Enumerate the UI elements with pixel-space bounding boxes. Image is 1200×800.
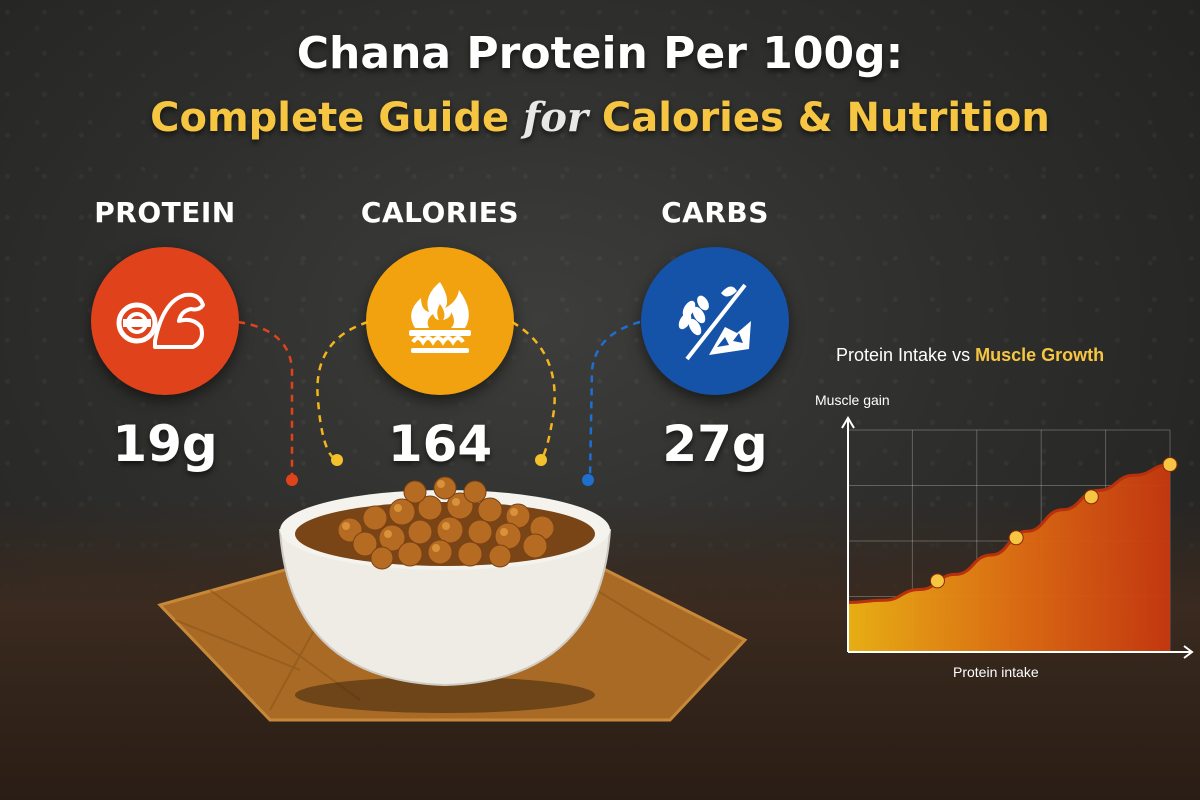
chart-title: Protein Intake vs Muscle Growth [836,345,1104,366]
data-point [1083,489,1099,505]
chart-points [929,456,1178,589]
data-point [929,573,945,589]
title-line-1: Chana Protein Per 100g: [296,28,904,79]
wheat-icon [678,283,751,361]
flame-icon [409,282,471,353]
stat-value-carbs: 27g [662,415,768,473]
chana-bowl-illustration [150,470,750,730]
data-point [1008,530,1024,546]
page-title: Chana Protein Per 100g: Complete Guide f… [0,28,1200,144]
y-axis-label: Muscle gain [815,392,890,408]
flexed-arm-icon [116,292,205,349]
y-axis-arrow [841,416,855,429]
stat-value-calories: 164 [387,415,493,473]
muscle-growth-chart [841,416,1194,659]
stat-calories: CALORIES 164 [345,196,535,473]
stat-value-protein: 19g [112,415,218,473]
stat-label-carbs: CARBS [661,196,769,229]
calories-circle [366,247,514,395]
x-axis-arrow [1183,645,1194,659]
title-line-2-part-1: Complete Guide [150,95,524,141]
chart-title-highlight: Muscle Growth [975,345,1105,365]
stat-carbs: CARBS 27g [620,196,810,473]
area-series [848,464,1170,652]
data-point [1162,456,1178,472]
area-series-outline [847,462,1171,604]
carbs-circle [641,247,789,395]
stat-label-calories: CALORIES [360,196,520,229]
stat-protein: PROTEIN 19g [70,196,260,473]
bowl-image [157,476,748,722]
title-line-2-part-2: Calories & Nutrition [587,95,1050,141]
title-for-word: for [523,94,588,141]
x-axis-label: Protein intake [953,664,1039,680]
title-line-2: Complete Guide for Calories & Nutrition [0,92,1200,144]
stat-label-protein: PROTEIN [94,196,236,229]
protein-circle [91,247,239,395]
chart-title-part-1: Protein Intake vs [836,345,976,365]
